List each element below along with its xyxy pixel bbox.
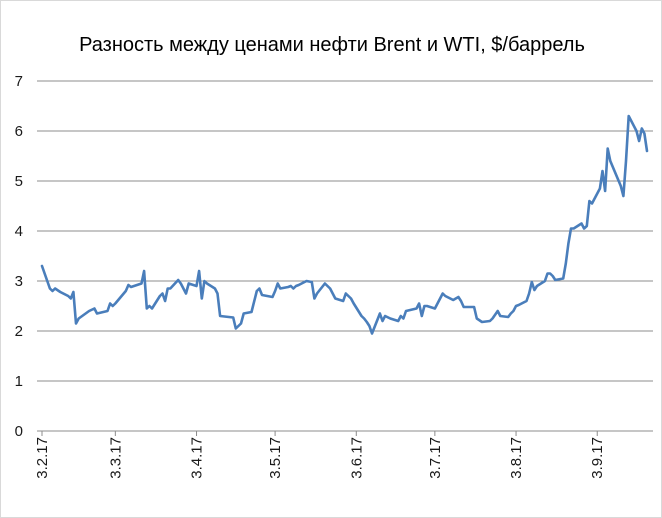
x-tick-label: 3.8.17 xyxy=(508,437,525,479)
y-axis-ticks: 0 1 2 3 4 5 6 7 xyxy=(15,73,23,440)
y-tick-label: 4 xyxy=(15,223,23,240)
x-tick-label: 3.6.17 xyxy=(348,437,365,479)
y-tick-label: 2 xyxy=(15,323,23,340)
y-tick-label: 3 xyxy=(15,273,23,290)
x-tick-label: 3.7.17 xyxy=(427,437,444,479)
x-tick-label: 3.5.17 xyxy=(267,437,284,479)
y-tick-label: 0 xyxy=(15,423,23,440)
gridlines xyxy=(37,80,653,432)
x-axis-ticks: 3.2.17 3.3.17 3.4.17 3.5.17 3.6.17 3.7.17 3.8.… xyxy=(34,431,606,479)
series-line-0 xyxy=(40,114,649,335)
series-layer xyxy=(40,114,649,335)
x-tick-label: 3.3.17 xyxy=(107,437,124,479)
y-tick-label: 5 xyxy=(15,173,23,190)
y-tick-label: 6 xyxy=(15,123,23,140)
chart-title: Разность между ценами нефти Brent и WTI,… xyxy=(79,34,585,56)
x-tick-label: 3.9.17 xyxy=(589,437,606,479)
x-tick-label: 3.2.17 xyxy=(34,437,51,479)
x-tick-label: 3.4.17 xyxy=(189,437,206,479)
y-tick-label: 7 xyxy=(15,73,23,90)
y-tick-label: 1 xyxy=(15,373,23,390)
